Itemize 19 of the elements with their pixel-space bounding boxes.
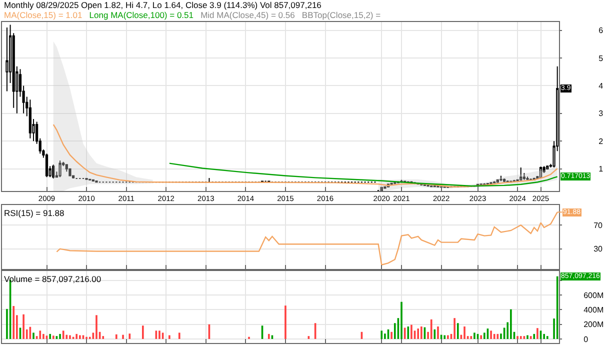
text: BBTop(Close,15,2) = bbox=[302, 10, 381, 20]
y-tick-label: 600M bbox=[584, 290, 604, 300]
y-tick-label: 200M bbox=[584, 320, 604, 330]
y-tick-label: 400M bbox=[584, 306, 604, 315]
y-tick-label: 6 bbox=[598, 26, 604, 36]
y-tick-label: 1 bbox=[598, 164, 604, 174]
chart-title: RSI(15) = 91.88 bbox=[4, 208, 65, 218]
text: Mid MA(Close,45) = 0.56 bbox=[200, 10, 296, 20]
y-tick-label: 5 bbox=[598, 54, 604, 63]
y-tick-label: 70 bbox=[594, 220, 604, 230]
y-tick-label: 4 bbox=[598, 82, 604, 91]
text: Long MA(Close,100) = 0.51 bbox=[89, 10, 194, 20]
chart-title: Volume = 857,097,216.00 bbox=[4, 274, 102, 284]
chart-title: Monthly 08/29/2025 Open 1.82, Hi 4.7, Lo 1.64, Close 3.9 (114.3%) Vol 857,097,216 bbox=[4, 0, 322, 10]
y-tick-label: 0 bbox=[584, 334, 589, 344]
y-tick-label: 2 bbox=[598, 136, 604, 146]
text: MA(Close,15) = 1.01 bbox=[4, 10, 82, 20]
y-tick-label: 3 bbox=[598, 109, 604, 118]
y-tick-label: 30 bbox=[594, 244, 604, 254]
